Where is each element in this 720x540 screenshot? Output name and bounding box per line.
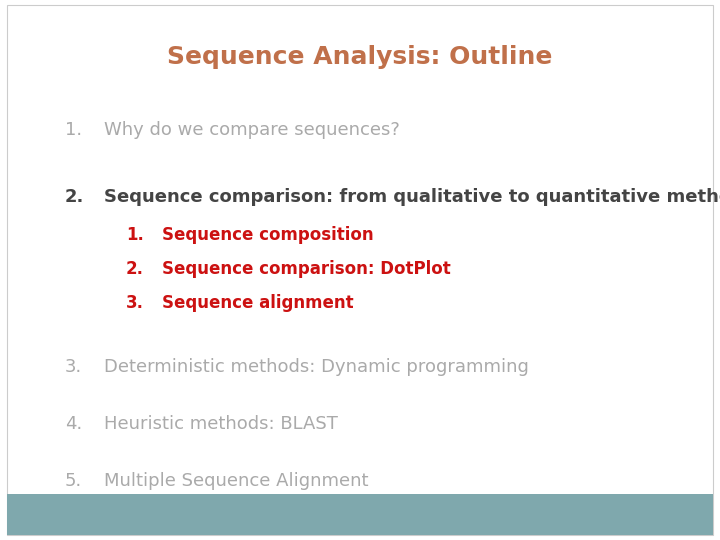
Text: 1.: 1.: [65, 120, 82, 139]
Text: 1.: 1.: [126, 226, 144, 244]
Text: Sequence Analysis: Outline: Sequence Analysis: Outline: [167, 45, 553, 69]
Text: 4.: 4.: [65, 415, 82, 433]
Text: Sequence alignment: Sequence alignment: [162, 294, 354, 312]
FancyBboxPatch shape: [7, 494, 713, 535]
Text: Heuristic methods: BLAST: Heuristic methods: BLAST: [104, 415, 338, 433]
Text: Sequence composition: Sequence composition: [162, 226, 374, 244]
Text: 2.: 2.: [65, 188, 84, 206]
Text: Why do we compare sequences?: Why do we compare sequences?: [104, 120, 400, 139]
Text: Sequence comparison: from qualitative to quantitative methods: Sequence comparison: from qualitative to…: [104, 188, 720, 206]
Text: 2.: 2.: [126, 260, 144, 278]
Text: 3.: 3.: [65, 358, 82, 376]
Text: Deterministic methods: Dynamic programming: Deterministic methods: Dynamic programmi…: [104, 358, 529, 376]
Text: Multiple Sequence Alignment: Multiple Sequence Alignment: [104, 471, 369, 490]
Text: Sequence comparison: DotPlot: Sequence comparison: DotPlot: [162, 260, 451, 278]
Text: 3.: 3.: [126, 294, 144, 312]
Text: 5.: 5.: [65, 471, 82, 490]
